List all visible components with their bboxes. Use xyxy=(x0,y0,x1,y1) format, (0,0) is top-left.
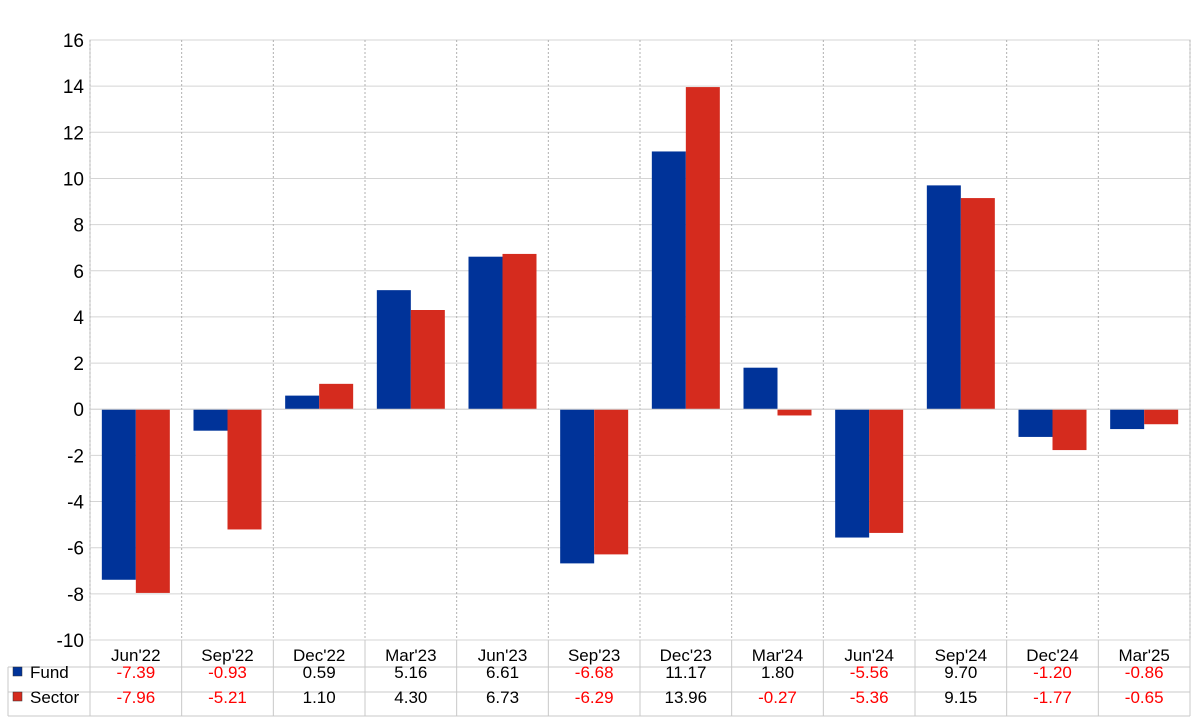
bar-sector-3 xyxy=(410,310,445,410)
bar-sector-1 xyxy=(227,409,262,530)
bar-fund-10 xyxy=(1018,409,1053,437)
y-tick-label: 8 xyxy=(73,216,84,237)
x-tick-label: Jun'23 xyxy=(478,646,528,665)
data-label-sector: 1.10 xyxy=(303,688,336,707)
y-tick-label: 0 xyxy=(73,400,84,421)
bar-fund-4 xyxy=(468,256,503,410)
data-label-fund: 11.17 xyxy=(665,663,706,682)
data-label-fund: 0.59 xyxy=(303,663,336,682)
data-label-fund: 6.61 xyxy=(486,663,519,682)
x-tick-label: Mar'24 xyxy=(752,646,803,665)
y-tick-label: 10 xyxy=(63,169,84,190)
bar-fund-7 xyxy=(743,367,778,410)
x-tick-label: Dec'24 xyxy=(1026,646,1078,665)
data-label-sector: -7.96 xyxy=(116,688,155,707)
y-tick-label: -4 xyxy=(67,493,84,514)
data-label-fund: -1.20 xyxy=(1033,663,1072,682)
y-tick-label: 14 xyxy=(63,77,85,98)
bar-fund-2 xyxy=(285,395,320,410)
data-label-sector: -5.36 xyxy=(850,688,889,707)
legend-swatch-sector xyxy=(12,691,23,702)
data-label-fund: -5.56 xyxy=(850,663,889,682)
y-tick-label: -6 xyxy=(67,539,84,560)
y-tick-label: 4 xyxy=(73,308,84,329)
y-tick-label: 6 xyxy=(73,262,84,283)
y-tick-label: 16 xyxy=(63,31,84,52)
data-label-fund: -7.39 xyxy=(116,663,155,682)
bar-fund-8 xyxy=(835,409,870,538)
x-tick-label: Mar'25 xyxy=(1118,646,1169,665)
data-label-sector: 6.73 xyxy=(486,688,519,707)
x-tick-label: Sep'24 xyxy=(935,646,987,665)
bar-fund-9 xyxy=(926,185,961,410)
y-tick-label: -10 xyxy=(57,631,84,652)
y-tick-label: 2 xyxy=(73,354,84,375)
bar-sector-8 xyxy=(869,409,904,533)
x-tick-label: Mar'23 xyxy=(385,646,436,665)
bar-sector-0 xyxy=(135,409,170,593)
bar-fund-1 xyxy=(193,409,228,431)
bar-sector-6 xyxy=(685,87,720,410)
x-tick-label: Jun'22 xyxy=(111,646,161,665)
legend-label-fund: Fund xyxy=(30,663,69,682)
data-label-sector: -6.29 xyxy=(575,688,614,707)
bar-sector-5 xyxy=(594,409,629,555)
data-label-fund: -0.86 xyxy=(1125,663,1164,682)
x-tick-label: Dec'23 xyxy=(660,646,712,665)
bar-sector-11 xyxy=(1144,409,1179,425)
data-label-sector: -0.65 xyxy=(1125,688,1164,707)
data-label-fund: -6.68 xyxy=(575,663,614,682)
legend-label-sector: Sector xyxy=(30,688,79,707)
bar-sector-2 xyxy=(319,383,354,410)
x-tick-label: Jun'24 xyxy=(844,646,894,665)
bar-fund-6 xyxy=(651,151,686,410)
x-tick-label: Sep'23 xyxy=(568,646,620,665)
legend-swatch-fund xyxy=(12,666,23,677)
bar-sector-7 xyxy=(777,409,812,416)
data-label-fund: -0.93 xyxy=(208,663,247,682)
y-tick-label: -2 xyxy=(67,446,84,467)
data-label-fund: 9.70 xyxy=(944,663,977,682)
data-label-fund: 5.16 xyxy=(394,663,427,682)
y-tick-label: -8 xyxy=(67,585,84,606)
data-label-sector: -1.77 xyxy=(1033,688,1072,707)
bar-sector-10 xyxy=(1052,409,1087,451)
data-label-sector: -0.27 xyxy=(758,688,797,707)
bar-sector-9 xyxy=(960,198,995,410)
data-label-sector: -5.21 xyxy=(208,688,247,707)
bar-fund-3 xyxy=(376,290,411,410)
x-tick-label: Sep'22 xyxy=(201,646,253,665)
bar-fund-11 xyxy=(1110,409,1145,430)
bar-fund-5 xyxy=(560,409,595,564)
bar-sector-4 xyxy=(502,253,537,410)
data-label-sector: 13.96 xyxy=(665,688,708,707)
data-label-fund: 1.80 xyxy=(761,663,794,682)
data-label-sector: 4.30 xyxy=(394,688,427,707)
y-tick-label: 12 xyxy=(63,123,84,144)
x-tick-label: Dec'22 xyxy=(293,646,345,665)
data-label-sector: 9.15 xyxy=(944,688,977,707)
bar-fund-0 xyxy=(101,409,136,580)
